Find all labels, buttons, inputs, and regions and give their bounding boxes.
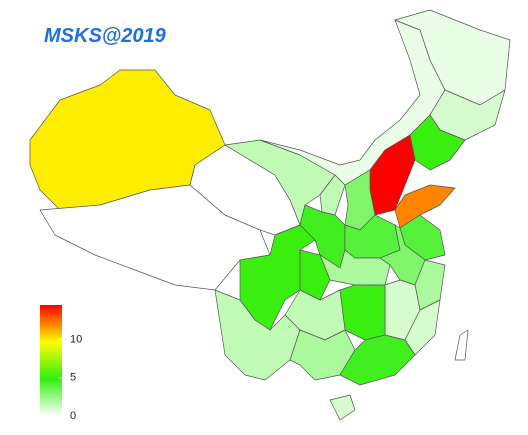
region — [409, 114, 466, 171]
legend-bar — [40, 305, 62, 416]
legend-tick-label: 0 — [70, 410, 76, 422]
legend-tick-label: 5 — [70, 372, 76, 384]
region — [329, 394, 356, 421]
region — [339, 284, 386, 341]
region — [339, 334, 416, 386]
legend-tick-label: 10 — [70, 333, 82, 345]
region — [319, 174, 346, 216]
region — [454, 329, 469, 361]
map-title: MSKS@2019 — [44, 25, 167, 47]
region — [319, 249, 391, 286]
regions — [29, 9, 511, 421]
